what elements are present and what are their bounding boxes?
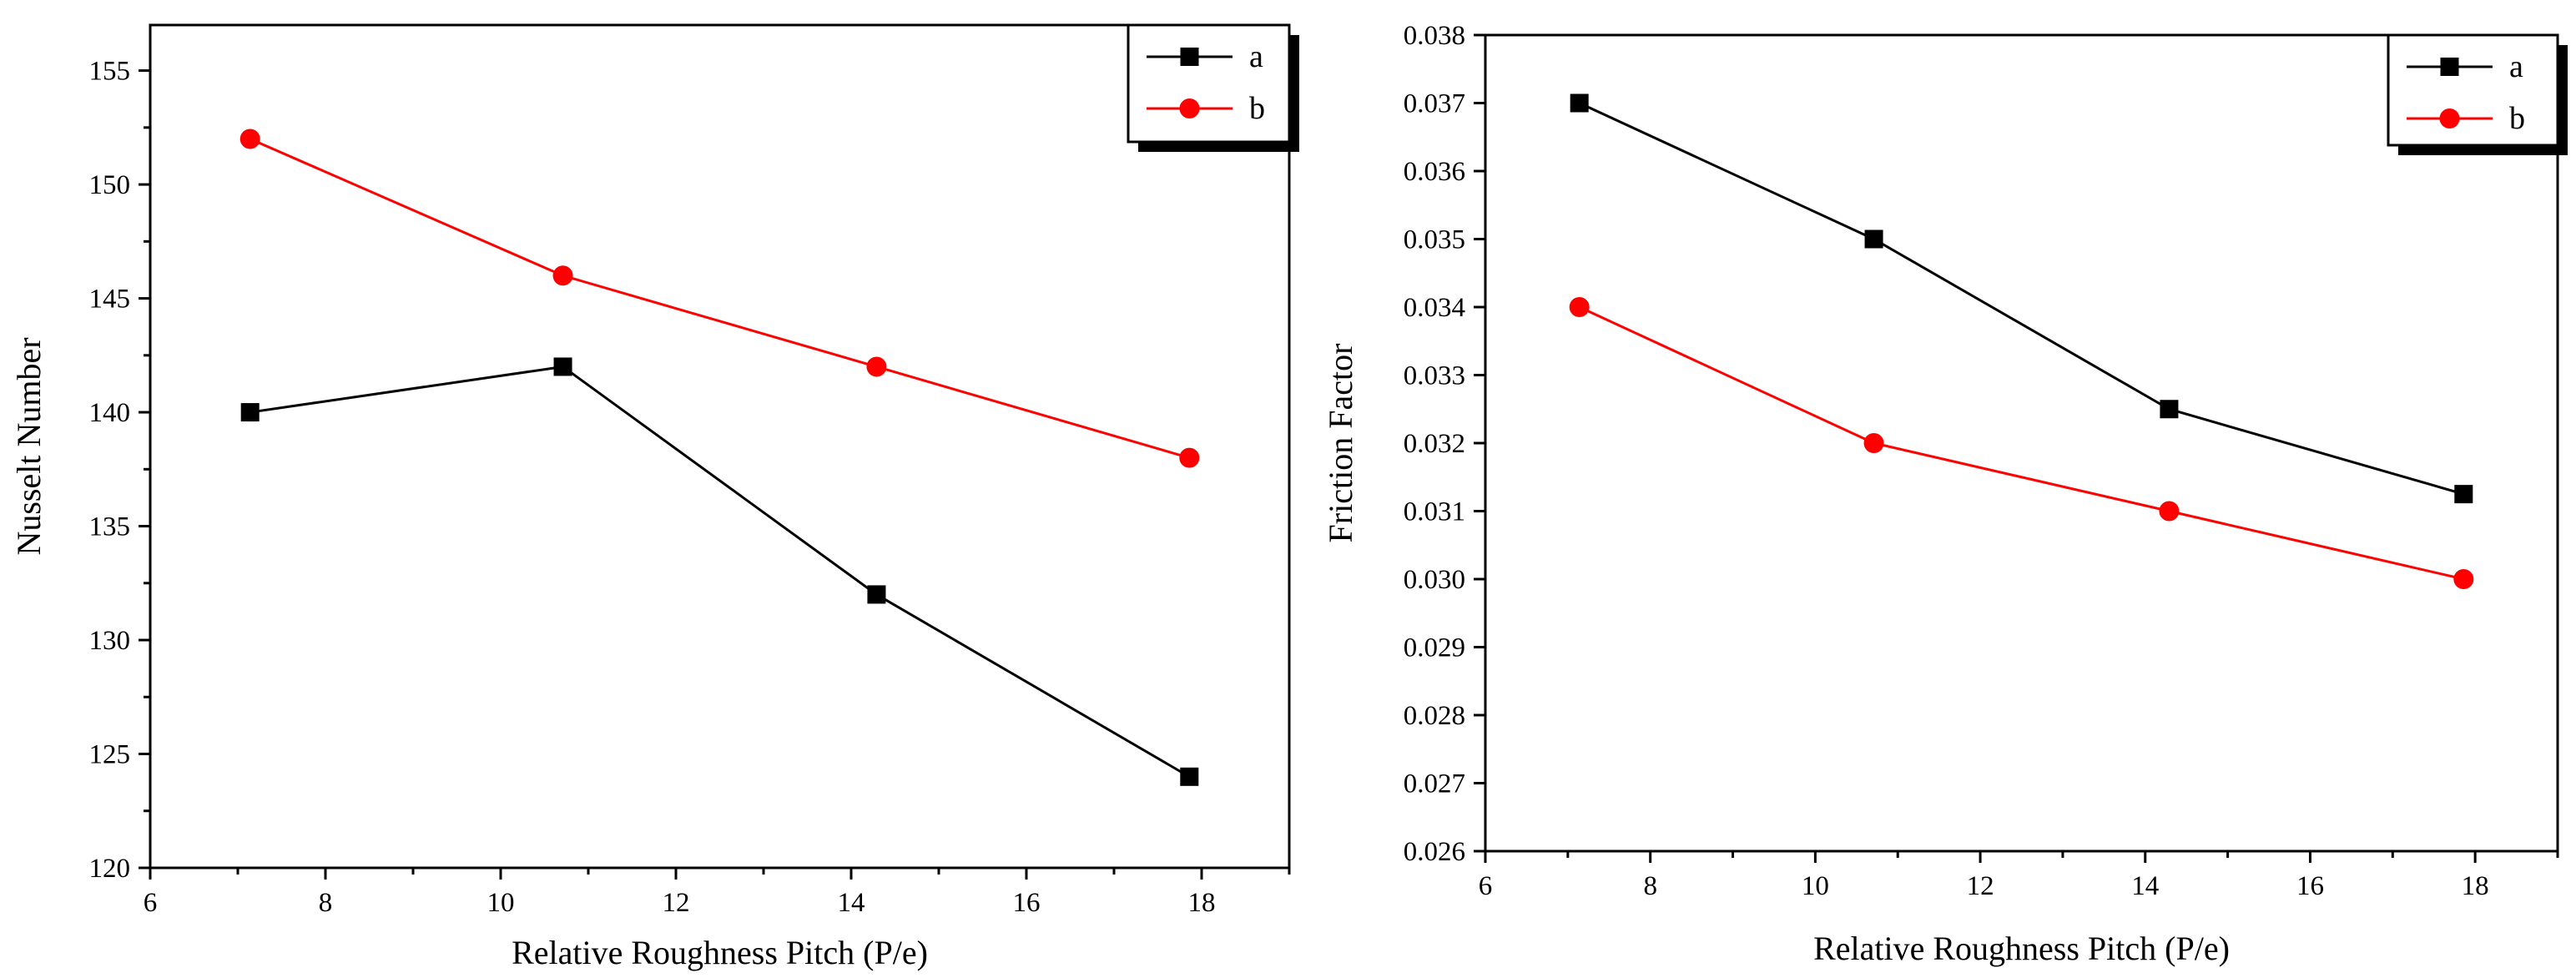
x-tick-label: 6 [144,888,158,918]
y-tick-label: 150 [89,170,131,200]
y-tick-label: 145 [89,285,131,315]
series-b-point [866,356,887,377]
series-a-point [1180,767,1199,786]
series-b-point [1863,433,1884,453]
y-tick-label: 0.029 [1404,633,1465,663]
x-tick-label: 10 [1802,871,1829,901]
x-tick-label: 10 [487,888,515,918]
x-axis-title: Relative Roughness Pitch (P/e) [1813,930,2230,967]
legend-b-marker [1179,98,1200,118]
legend-b-marker [2439,108,2460,129]
y-tick-label: 0.036 [1404,157,1465,187]
y-tick-label: 120 [89,854,131,884]
series-b-point [239,129,260,149]
series-a-point [240,403,260,422]
y-tick-label: 0.033 [1404,361,1465,391]
x-tick-label: 14 [838,888,865,918]
x-axis-title: Relative Roughness Pitch (P/e) [512,934,928,971]
series-a-point [553,357,572,376]
series-b-point [2453,569,2474,589]
y-tick-label: 0.034 [1404,293,1465,323]
x-tick-label: 6 [1479,871,1493,901]
series-a-point [2454,485,2473,504]
legend-b-label: b [1249,91,1265,126]
y-tick-label: 0.037 [1404,89,1465,119]
y-tick-label: 130 [89,626,131,656]
y-tick-label: 0.035 [1404,225,1465,255]
x-tick-label: 12 [1967,871,1994,901]
friction-chart: 6 8 10 12 14 16 18 0.026 0.027 0.028 0.029 0.030 0.0… [1322,21,2568,967]
legend-box [1127,23,1291,144]
y-axis-title: Friction Factor [1322,344,1359,543]
y-tick-label: 0.027 [1404,769,1465,799]
y-tick-label: 0.038 [1404,21,1465,51]
legend-a-label: a [2509,49,2523,84]
legend-a-marker [2440,58,2459,76]
x-tick-label: 16 [1013,888,1041,918]
series-b-point [552,265,573,286]
y-tick-label: 0.030 [1404,565,1465,595]
series-a-point [2160,400,2179,419]
series-a-point [1570,93,1589,113]
legend: ab [1127,23,1299,152]
series-b-point [2159,501,2180,522]
x-tick-label: 14 [2131,871,2159,901]
series-b-line [1579,305,2464,581]
y-tick-label: 0.028 [1404,701,1465,731]
y-tick-label: 155 [89,57,131,87]
series-a-line [250,365,1191,779]
y-tick-label: 0.032 [1404,429,1465,459]
y-tick-label: 140 [89,398,131,428]
y-tick-label: 0.026 [1404,837,1465,867]
series-a-line [1579,102,2464,496]
y-axis-title: Nusselt Number [10,337,48,555]
series-b-point [1569,297,1590,317]
y-tick-label: 135 [89,512,131,542]
legend-b-label: b [2509,101,2525,136]
legend-box [2387,33,2559,147]
series-b-point [1179,447,1200,468]
x-tick-label: 18 [1188,888,1216,918]
series-a-point [867,585,886,604]
legend-a-marker [1180,48,1199,66]
series-b-line [250,138,1190,460]
x-tick-label: 8 [319,888,333,918]
y-tick-label: 0.031 [1404,497,1465,527]
x-tick-label: 16 [2296,871,2324,901]
legend-a-label: a [1249,39,1263,74]
plot-frame [149,23,1291,870]
x-tick-label: 12 [663,888,690,918]
series-a-point [1864,229,1883,249]
x-tick-label: 18 [2462,871,2489,901]
x-tick-label: 8 [1643,871,1657,901]
y-tick-label: 125 [89,740,131,770]
nusselt-chart: 6 8 10 12 14 16 18 120 125 130 135 140 145 150 155 Rela… [10,23,1299,971]
legend: ab [2387,33,2568,155]
